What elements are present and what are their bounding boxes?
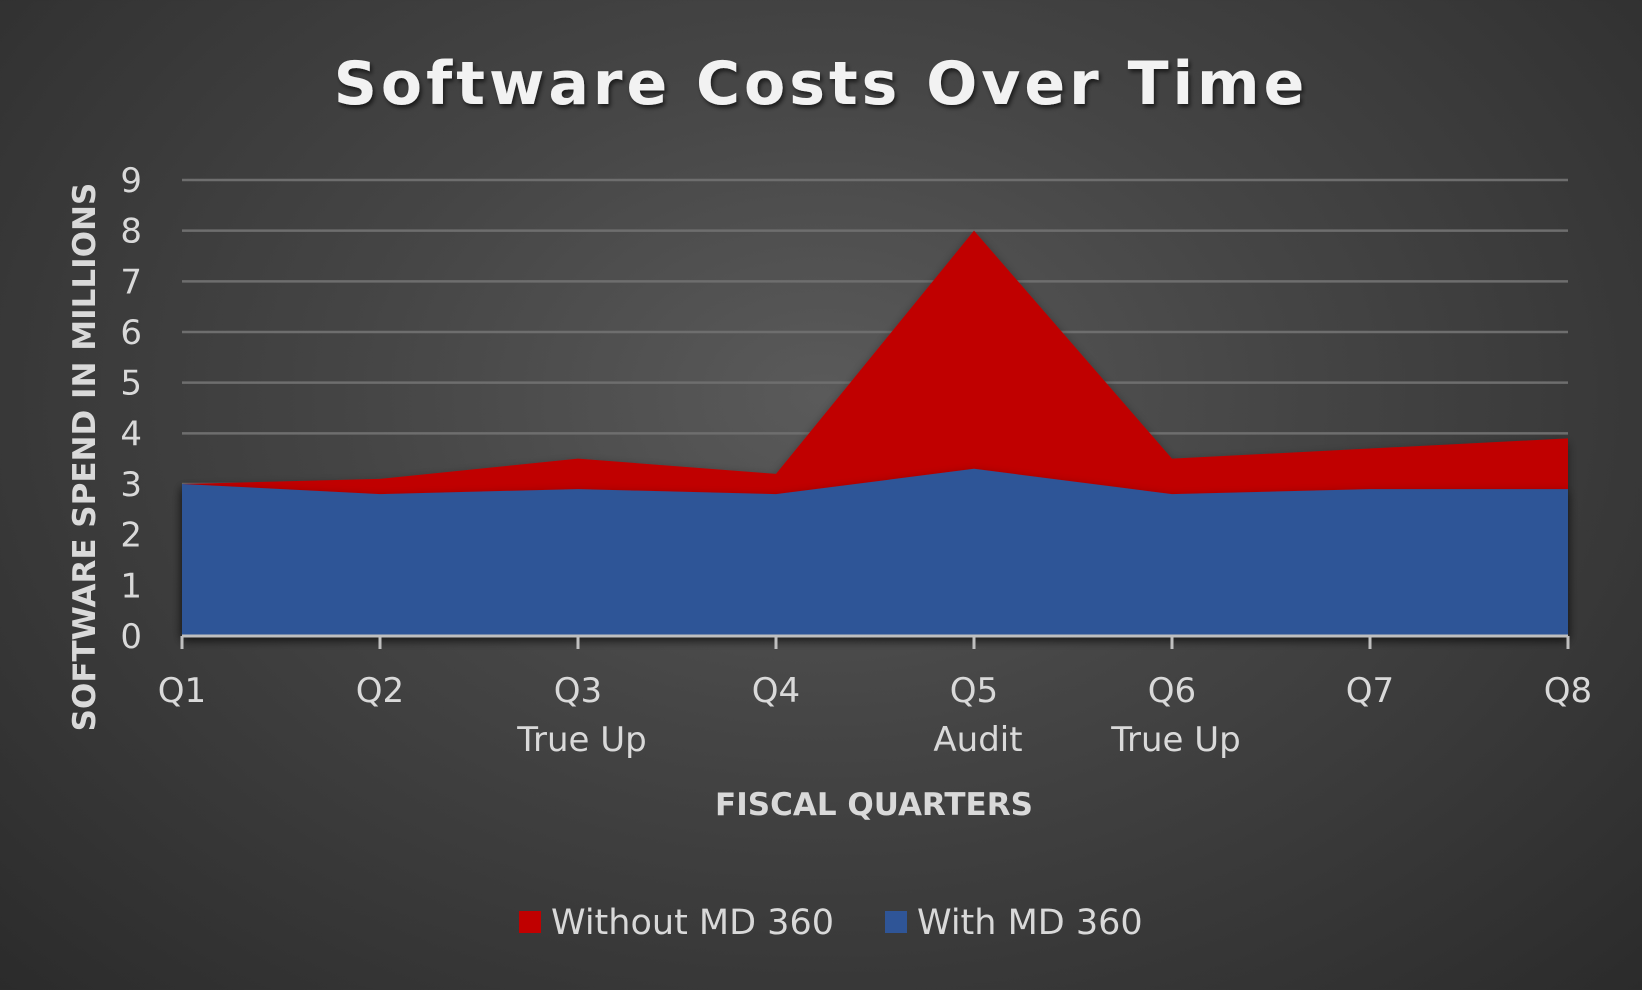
x-tick-label: Q2 <box>356 671 404 711</box>
x-tick-sublabel: True Up <box>1110 720 1241 760</box>
legend: Without MD 360 With MD 360 <box>519 903 1143 943</box>
y-tick-label: 5 <box>120 364 142 404</box>
y-tick-label: 7 <box>120 262 142 302</box>
legend-swatch <box>885 911 907 933</box>
y-tick-label: 1 <box>120 566 142 606</box>
x-tick-label: Q4 <box>752 671 800 711</box>
area-series-2 <box>182 468 1568 636</box>
chart-title: Software Costs Over Time <box>334 49 1309 119</box>
legend-swatch <box>519 911 541 933</box>
x-tick-label: Q5 <box>950 671 998 711</box>
x-tick-label: Q6 <box>1148 671 1196 711</box>
y-tick-label: 4 <box>120 414 142 454</box>
y-tick-label: 9 <box>120 161 142 201</box>
y-tick-label: 2 <box>120 516 142 556</box>
y-tick-label: 6 <box>120 313 142 353</box>
x-tick-label: Q7 <box>1346 671 1394 711</box>
x-tick-label: Q1 <box>158 671 206 711</box>
x-axis-labels: Q1 Q2 Q3 True Up Q4 Q5 Audit Q6 True Up Q7 Q8 <box>158 671 1592 760</box>
y-axis-title: SOFTWARE SPEND IN MILLIONS <box>67 183 103 732</box>
y-axis: 0 1 2 3 4 5 6 7 8 9 <box>120 161 142 657</box>
plot-area <box>181 230 1569 636</box>
x-tick-sublabel: True Up <box>516 720 647 760</box>
y-tick-label: 8 <box>120 212 142 252</box>
x-axis <box>180 634 1570 649</box>
x-axis-title: FISCAL QUARTERS <box>715 787 1033 823</box>
y-tick-label: 3 <box>120 465 142 505</box>
legend-label: Without MD 360 <box>551 903 834 943</box>
x-tick-sublabel: Audit <box>933 720 1022 760</box>
legend-label: With MD 360 <box>917 903 1143 943</box>
y-tick-label: 0 <box>120 617 142 657</box>
x-tick-label: Q8 <box>1544 671 1592 711</box>
x-tick-label: Q3 <box>554 671 602 711</box>
